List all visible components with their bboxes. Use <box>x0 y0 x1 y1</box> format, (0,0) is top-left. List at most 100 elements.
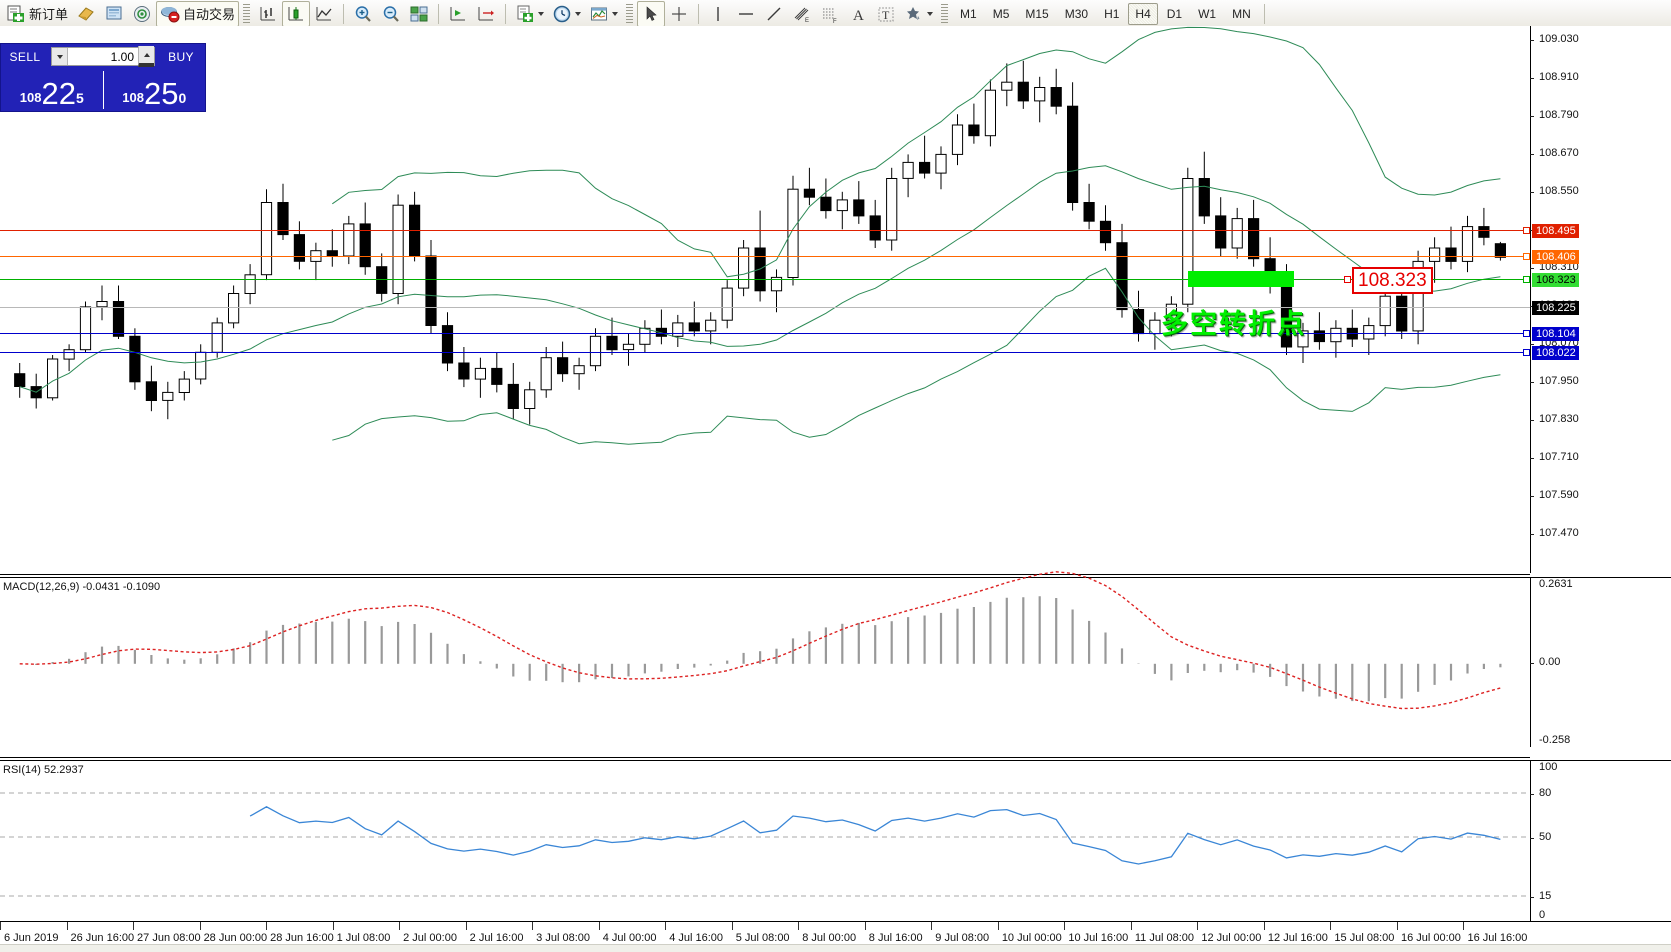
new-order-button[interactable]: 新订单 <box>2 1 72 27</box>
timeframe-m1[interactable]: M1 <box>960 6 977 21</box>
auto-scroll-button[interactable] <box>472 1 500 27</box>
price-chart-canvas <box>14 26 1507 445</box>
price-tag-resistance-1[interactable]: 108.495 <box>1532 224 1579 238</box>
price-line-handle-resistance-1[interactable] <box>1523 227 1530 234</box>
price-line-support-2[interactable] <box>0 352 1530 353</box>
price-tag-pivot[interactable]: 108.323 <box>1532 273 1579 287</box>
volume-stepper[interactable]: 1.00 <box>51 46 155 67</box>
metaeditor-button[interactable] <box>72 1 100 27</box>
time-tick-label: 10 Jul 00:00 <box>1001 932 1062 944</box>
vertical-line-button[interactable] <box>704 1 732 27</box>
sell-button[interactable]: SELL <box>9 49 41 64</box>
price-line-handle-support-2[interactable] <box>1523 349 1530 356</box>
chart-annotation-text[interactable]: 多空转折点 <box>1161 309 1306 339</box>
period-button[interactable] <box>548 1 585 27</box>
text-button[interactable]: A <box>844 1 872 27</box>
bar-chart-button[interactable] <box>254 1 282 27</box>
objects-dropdown-arrow[interactable] <box>927 11 934 16</box>
price-tag-support-1[interactable]: 108.104 <box>1532 327 1579 341</box>
shift-end-icon <box>450 6 466 20</box>
macd-signal-line <box>19 571 1501 710</box>
price-tick: 108.910 <box>1530 71 1579 83</box>
toolbar-grip[interactable] <box>243 3 251 24</box>
crosshair-button[interactable] <box>665 1 693 27</box>
time-tick-mark <box>665 922 667 930</box>
price-callout[interactable]: 108.323 <box>1352 267 1433 294</box>
line-chart-icon <box>316 6 332 20</box>
price-tick: 107.710 <box>1530 451 1579 463</box>
horizontal-line-button[interactable] <box>732 1 760 27</box>
strategy-tester-button[interactable] <box>128 1 156 27</box>
text-label-button[interactable]: T <box>872 1 900 27</box>
tile-windows-button[interactable] <box>405 1 433 27</box>
equidistant-channel-button[interactable]: E <box>788 1 816 27</box>
line-chart-button[interactable] <box>310 1 338 27</box>
zoom-in-icon <box>355 5 371 22</box>
callout-stem <box>1294 279 1348 280</box>
new-template-button[interactable] <box>511 1 548 27</box>
timeframe-m15[interactable]: M15 <box>1025 6 1049 21</box>
price-line-handle-resistance-2[interactable] <box>1523 253 1530 260</box>
price-line-handle-support-1[interactable] <box>1523 330 1530 337</box>
terminal-button[interactable] <box>100 1 128 27</box>
volume-decrement-button[interactable] <box>52 48 68 65</box>
timeframe-mn[interactable]: MN <box>1232 6 1251 21</box>
shift-end-button[interactable] <box>444 1 472 27</box>
cursor-icon <box>646 5 657 21</box>
price-tag-resistance-2[interactable]: 108.406 <box>1532 250 1579 264</box>
tile-windows-icon <box>410 6 428 21</box>
price-tag-support-2[interactable]: 108.022 <box>1532 346 1579 360</box>
time-tick-mark <box>266 922 268 930</box>
timeframe-m5[interactable]: M5 <box>992 6 1010 21</box>
time-tick-label: 9 Jul 08:00 <box>935 932 990 944</box>
volume-value[interactable]: 1.00 <box>110 49 134 64</box>
time-tick-label: 5 Jul 08:00 <box>735 932 790 944</box>
one-click-trading-panel[interactable]: SELL 1.00 BUY 108 22 5 108 25 0 <box>0 43 206 112</box>
zoom-out-button[interactable] <box>377 1 405 27</box>
rsi-pane[interactable]: RSI(14) 52.2937 <box>0 760 1530 921</box>
timeframe-w1[interactable]: W1 <box>1198 6 1217 21</box>
autotrading-button[interactable]: 自动交易 <box>156 0 240 27</box>
price-line-pivot[interactable] <box>0 279 1530 280</box>
price-line-handle-pivot[interactable] <box>1523 276 1530 283</box>
zoom-in-button[interactable] <box>349 1 377 27</box>
rsi-tick: 80 <box>1529 787 1551 799</box>
horizontal-line-icon <box>739 12 754 15</box>
cursor-button[interactable] <box>637 0 666 27</box>
svg-text:A: A <box>853 8 864 24</box>
buy-button[interactable]: BUY <box>168 49 194 64</box>
price-line-support-1[interactable] <box>0 333 1530 334</box>
volume-increment-button[interactable] <box>138 46 154 67</box>
vertical-line-icon <box>717 6 719 21</box>
price-line-resistance-2[interactable] <box>0 256 1530 257</box>
buy-price[interactable]: 108 25 0 <box>104 69 206 111</box>
candlestick-chart-button[interactable] <box>282 0 311 27</box>
rsi-axis[interactable]: 100 80 50 15 0 <box>1529 760 1671 921</box>
price-line-resistance-1[interactable] <box>0 230 1530 231</box>
timeframe-m30[interactable]: M30 <box>1064 6 1089 21</box>
fibonacci-button[interactable]: F <box>816 1 844 27</box>
trendline-button[interactable] <box>760 1 788 27</box>
clock-icon <box>553 5 571 22</box>
price-axis[interactable]: 109.030 108.910 108.790 108.670 108.550 … <box>1530 26 1671 573</box>
macd-axis[interactable]: 0.2631 0.00 -0.258 <box>1529 577 1671 747</box>
period-dropdown-arrow[interactable] <box>575 11 582 16</box>
objects-button[interactable] <box>900 1 937 27</box>
trendline-icon <box>767 7 781 20</box>
sell-price[interactable]: 108 22 5 <box>1 69 103 111</box>
main-price-pane[interactable]: 108.323 多空转折点 <box>0 26 1530 573</box>
macd-pane[interactable]: MACD(12,26,9) -0.0431 -0.1090 <box>0 571 1530 747</box>
toolbar-grip-3[interactable] <box>941 3 949 24</box>
time-tick-mark <box>864 922 866 930</box>
timeframe-d1[interactable]: D1 <box>1166 6 1183 21</box>
toolbar-grip-2[interactable] <box>626 3 634 24</box>
timeframe-h1[interactable]: H1 <box>1104 6 1120 21</box>
indicators-dropdown-arrow[interactable] <box>612 11 619 16</box>
indicators-button[interactable] <box>585 1 622 27</box>
price-tick: 109.030 <box>1530 33 1579 45</box>
callout-anchor-handle[interactable] <box>1344 276 1351 283</box>
new-template-dropdown-arrow[interactable] <box>538 11 545 16</box>
time-tick-mark <box>798 922 800 930</box>
highlight-rectangle[interactable] <box>1188 271 1294 287</box>
timeframe-h4[interactable]: H4 <box>1128 2 1158 25</box>
